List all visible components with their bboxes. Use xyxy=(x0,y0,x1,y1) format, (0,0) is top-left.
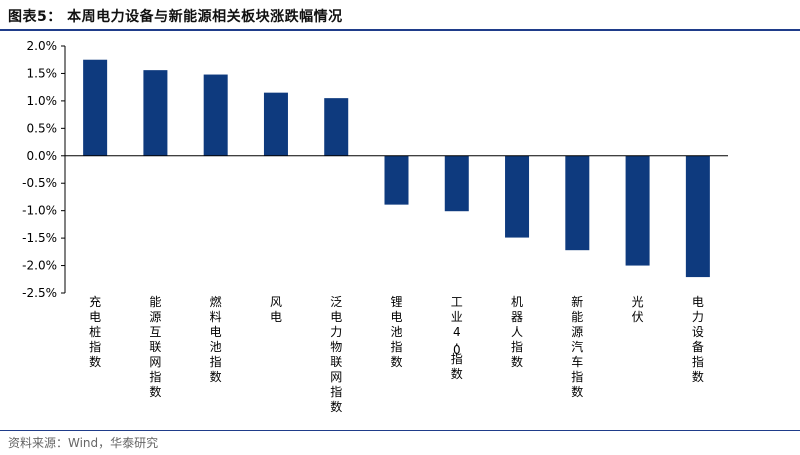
x-category-label: 能源互联网指数 xyxy=(149,295,161,399)
bar xyxy=(203,74,228,156)
y-tick-label: 1.5% xyxy=(27,66,58,80)
y-tick-label: -0.5% xyxy=(22,176,57,190)
bar xyxy=(83,59,108,156)
x-category-label: 新能源汽车指数 xyxy=(571,294,583,399)
source-rule xyxy=(0,430,800,431)
y-tick-label: -2.0% xyxy=(22,259,57,273)
x-category-label: 风电 xyxy=(270,295,282,324)
x-category-label: 电力设备指数 xyxy=(692,295,704,384)
y-tick-label: -2.5% xyxy=(22,286,57,300)
bar xyxy=(565,155,590,251)
figure-source: 资料来源：Wind，华泰研究 xyxy=(8,436,159,450)
bar xyxy=(384,155,409,205)
y-tick-label: 1.0% xyxy=(27,94,58,108)
x-category-label: 光伏 xyxy=(632,295,644,324)
figure-header: 图表5： 本周电力设备与新能源相关板块涨跌幅情况 xyxy=(0,0,800,30)
chart-area: 2.0% 1.5% 1.0% 0.5% 0.0% -0.5% -1.0% -1.5% -2.0%… xyxy=(0,31,800,429)
x-category-label: 锂电池指数 xyxy=(390,294,402,369)
bar xyxy=(685,155,710,278)
bar xyxy=(263,92,288,156)
bar-chart: 2.0% 1.5% 1.0% 0.5% 0.0% -0.5% -1.0% -1.5% -2.0%… xyxy=(22,39,728,414)
y-tick-label: -1.5% xyxy=(22,231,57,245)
y-tick-label: -1.0% xyxy=(22,204,57,218)
y-tick-label: 0.5% xyxy=(27,121,58,135)
x-category-label: 充电桩指数 xyxy=(89,294,101,369)
figure-title: 图表5： 本周电力设备与新能源相关板块涨跌幅情况 xyxy=(8,9,343,25)
y-tick-label: 2.0% xyxy=(27,39,58,53)
x-category-label: 燃料电池指数 xyxy=(210,294,222,384)
x-category-label: 机器人指数 xyxy=(511,295,523,369)
bars xyxy=(83,59,710,278)
y-tick-label: 0.0% xyxy=(27,149,58,163)
bar xyxy=(625,155,650,266)
x-category-label: 泛电力物联网指数 xyxy=(330,295,342,414)
title-rule xyxy=(0,29,800,31)
bar xyxy=(505,155,530,238)
y-axis-ticks: 2.0% 1.5% 1.0% 0.5% 0.0% -0.5% -1.0% -1.5% -2.0%… xyxy=(22,39,65,300)
bar xyxy=(444,155,469,212)
bar xyxy=(324,98,349,156)
bar xyxy=(143,70,168,156)
x-axis-labels: 充电桩指数 能源互联网指数 燃料电池指数 风电 泛电力物联网指数 锂电池指数 工业 4. 0 指数… xyxy=(89,294,704,414)
x-category-label: 工业 4. 0 指数 xyxy=(451,295,463,381)
